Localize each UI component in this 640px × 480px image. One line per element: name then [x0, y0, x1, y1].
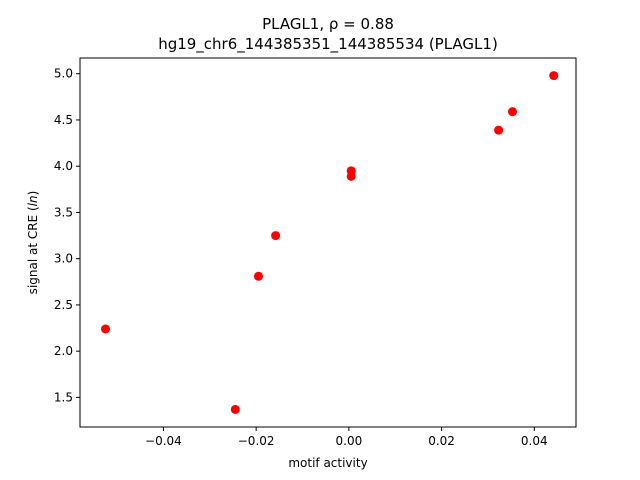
data-point [549, 71, 559, 81]
data-point [507, 107, 517, 117]
chart-title-line1: PLAGL1, ρ = 0.88 [262, 15, 394, 33]
y-tick-label: 1.5 [54, 390, 73, 404]
y-axis-label: signal at CRE (ln) [26, 191, 40, 295]
y-tick-label: 3.5 [54, 205, 73, 219]
y-tick-label: 5.0 [54, 67, 73, 81]
x-axis: −0.04 −0.02 0.00 0.02 0.04 [145, 427, 548, 448]
x-axis-label: motif activity [288, 456, 367, 470]
x-tick-label: 0.00 [336, 434, 363, 448]
x-tick-label: 0.02 [428, 434, 455, 448]
data-point [494, 125, 504, 135]
chart-title-line2: hg19_chr6_144385351_144385534 (PLAGL1) [158, 35, 498, 54]
data-point [271, 231, 281, 241]
x-tick-label: −0.04 [145, 434, 182, 448]
x-tick-label: 0.04 [521, 434, 548, 448]
x-tick-label: −0.02 [238, 434, 275, 448]
y-tick-label: 2.5 [54, 298, 73, 312]
y-tick-label: 4.0 [54, 159, 73, 173]
data-point [230, 404, 240, 414]
data-point [346, 171, 356, 181]
y-axis: 1.5 2.0 2.5 3.0 3.5 4.0 4.5 5.0 [54, 67, 80, 404]
y-tick-label: 3.0 [54, 252, 73, 266]
data-points [100, 71, 559, 414]
y-tick-label: 4.5 [54, 113, 73, 127]
data-point [253, 271, 263, 281]
plot-frame [79, 57, 577, 428]
y-tick-label: 2.0 [54, 344, 73, 358]
data-point [100, 324, 110, 334]
